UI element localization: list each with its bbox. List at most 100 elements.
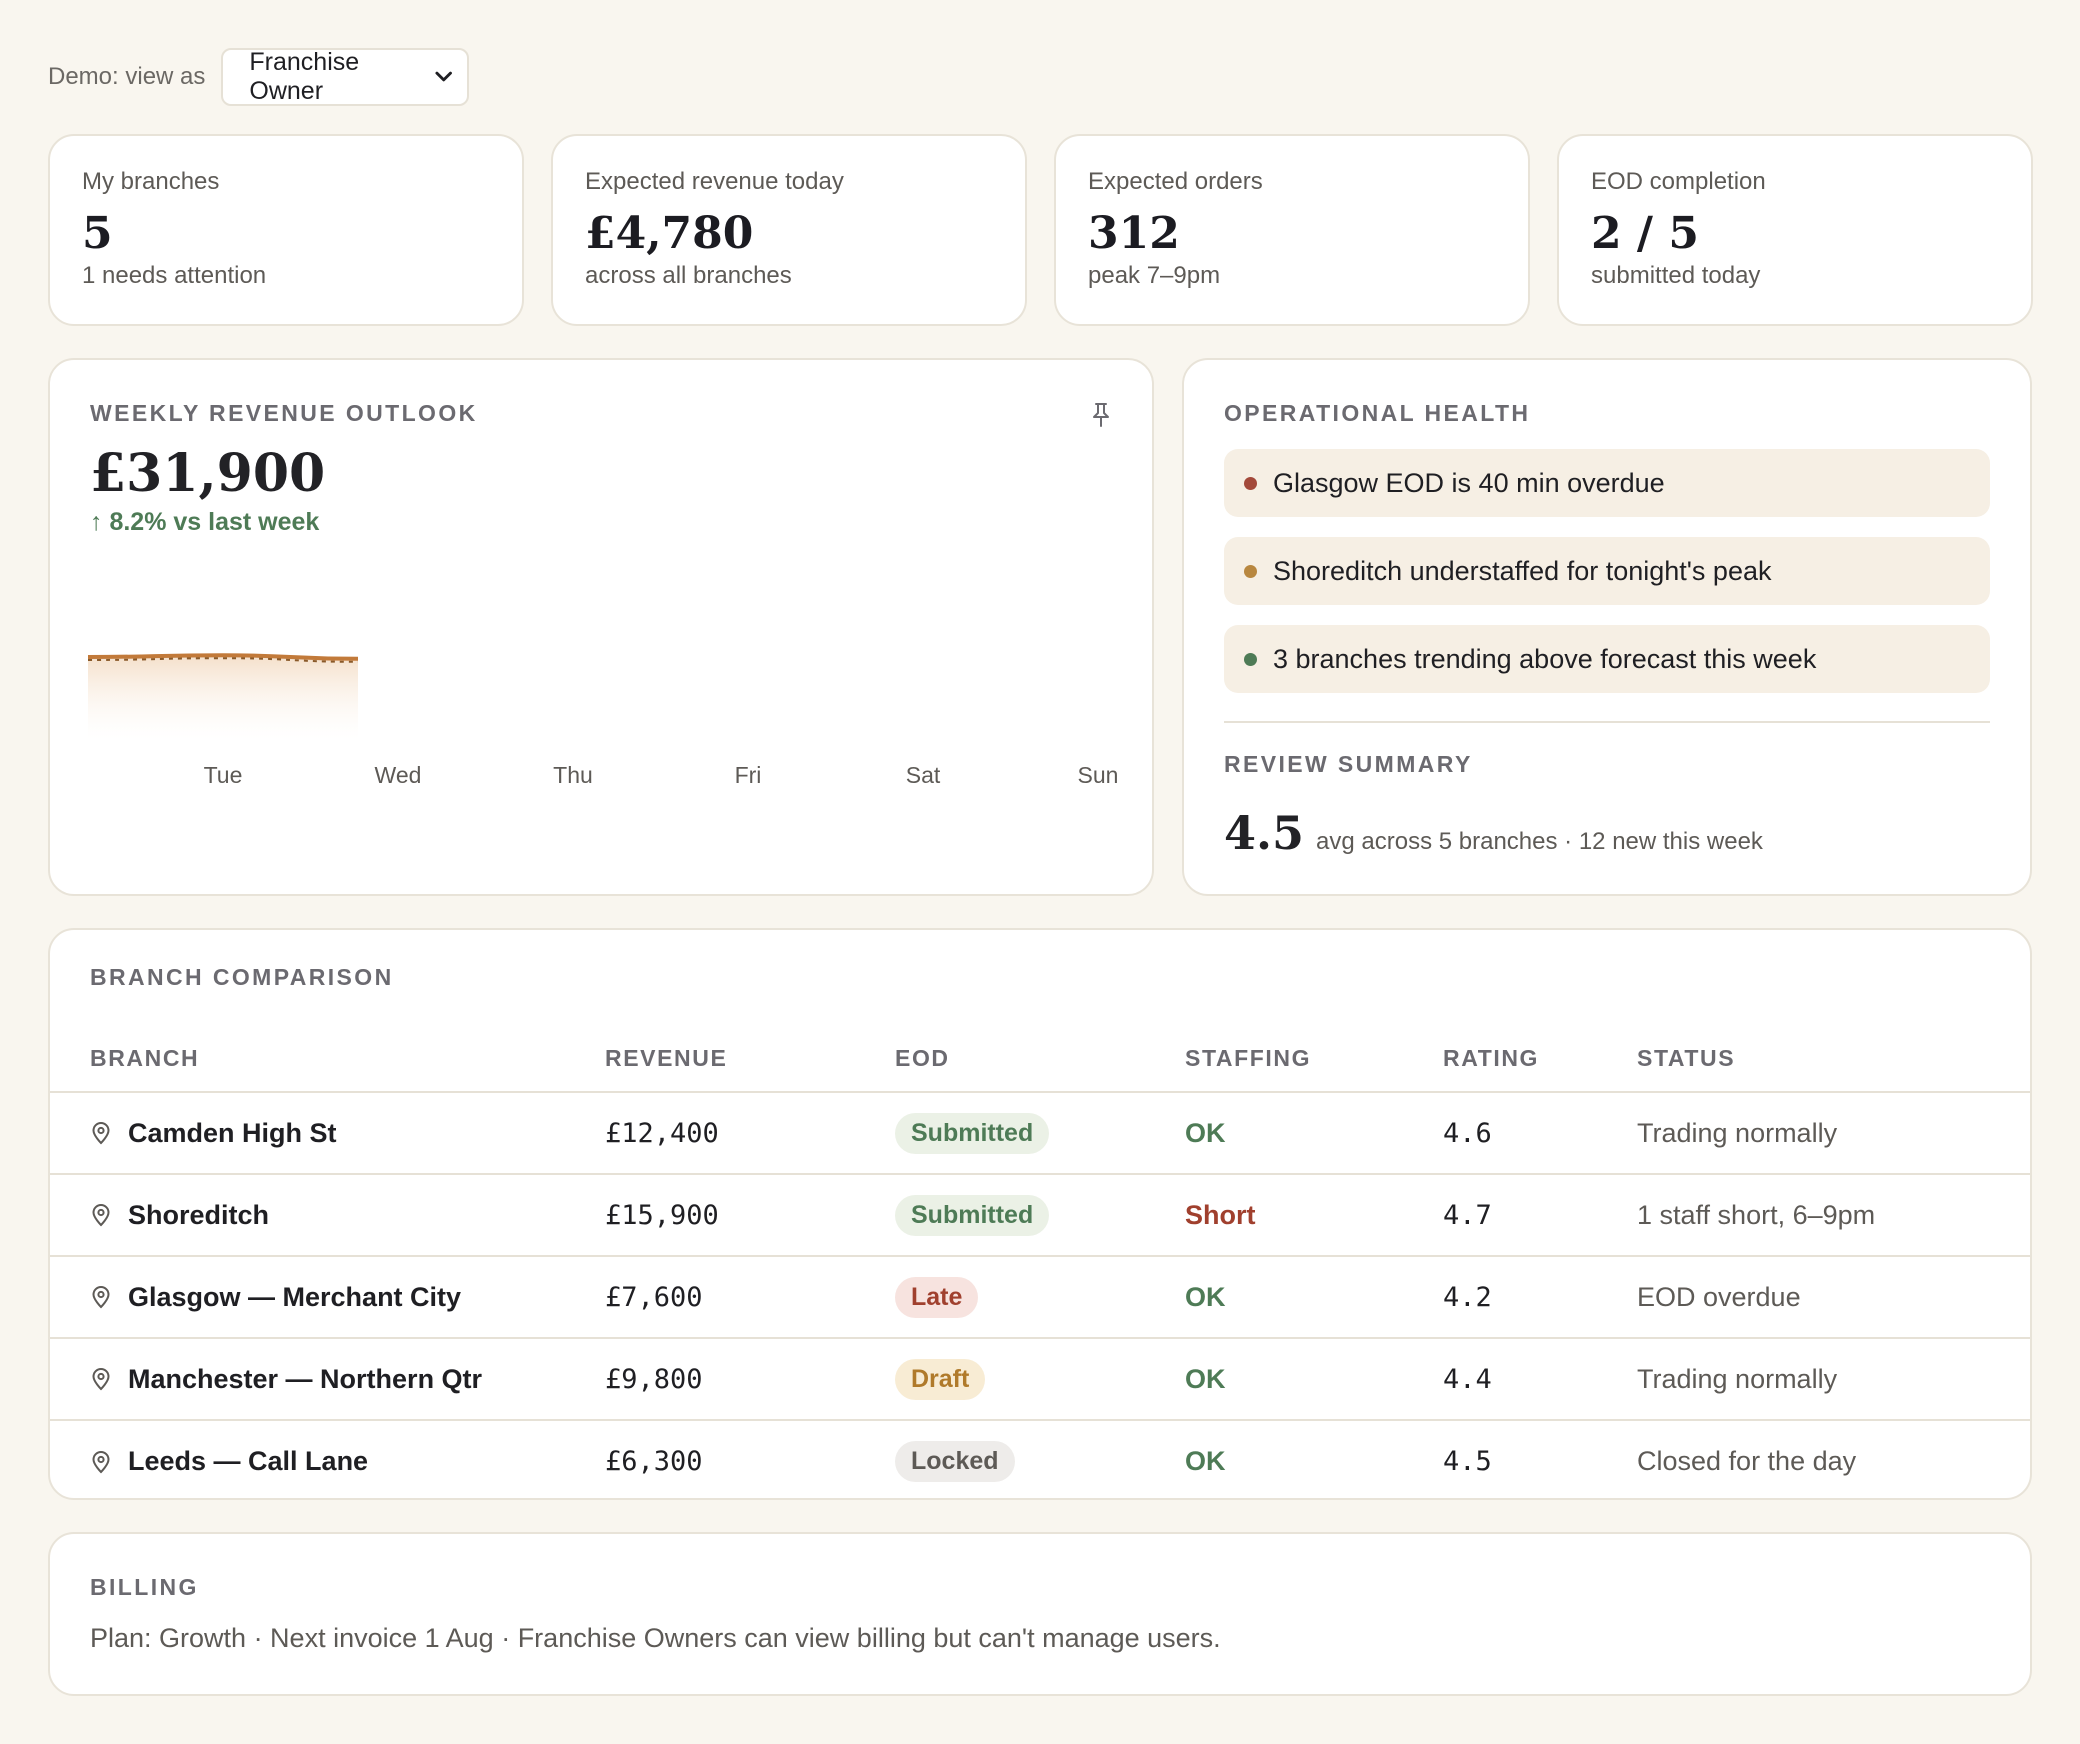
status-cell: EOD overdue — [1637, 1256, 2030, 1339]
kpi-card-branches: My branches 5 1 needs attention — [48, 134, 524, 326]
kpi-sub: across all branches — [585, 262, 792, 290]
health-alert-text: 3 branches trending above forecast this … — [1273, 643, 1817, 674]
location-pin-icon — [92, 1450, 110, 1473]
revenue-area — [88, 655, 358, 740]
table-row[interactable]: Glasgow — Merchant City £7,600 Late OK 4.2 EO… — [50, 1256, 2030, 1339]
kpi-label: My branches — [82, 168, 220, 195]
branch-name[interactable]: Manchester — Northern Qtr — [128, 1363, 483, 1394]
billing-card: BILLING Plan: Growth · Next invoice 1 Au… — [48, 1532, 2032, 1696]
health-alert-item[interactable]: Glasgow EOD is 40 min overdue — [1224, 449, 1990, 517]
health-alert-item[interactable]: 3 branches trending above forecast this … — [1224, 625, 1990, 693]
revenue-line — [88, 653, 359, 661]
location-pin-icon — [92, 1204, 110, 1227]
branch-comparison-title: BRANCH COMPARISON — [90, 964, 394, 990]
staffing-cell: Short — [1185, 1174, 1443, 1257]
staffing-cell: OK — [1185, 1256, 1443, 1339]
weekly-revenue-card: WEEKLY REVENUE OUTLOOK £31,900 ↑ 8.2% vs… — [48, 358, 1154, 896]
table-row[interactable]: Shoreditch £15,900 Submitted Short 4.7 1 staf… — [50, 1174, 2030, 1257]
status-cell: 1 staff short, 6–9pm — [1637, 1174, 2030, 1257]
kpi-sub: peak 7–9pm — [1088, 262, 1221, 290]
branch-cell: Camden High St — [50, 1092, 605, 1175]
forecast-line — [88, 657, 359, 663]
kpi-sub: submitted today — [1591, 262, 1761, 290]
kpi-sub: 1 needs attention — [82, 262, 267, 290]
revenue-cell: £6,300 — [605, 1446, 703, 1477]
operational-health-title: OPERATIONAL HEALTH — [1224, 400, 1531, 426]
branch-name[interactable]: Leeds — Call Lane — [128, 1446, 369, 1476]
health-alert-item[interactable]: Shoreditch understaffed for tonight's pe… — [1224, 537, 1990, 605]
review-summary: 4.5 avg across 5 branches · 12 new this … — [1224, 806, 1990, 860]
column-header-branch[interactable]: BRANCH — [50, 1010, 605, 1093]
table-header-row: BRANCH REVENUE EOD STAFFING RATING STATU… — [50, 1010, 2030, 1093]
revenue-cell: £9,800 — [605, 1338, 895, 1421]
weekly-revenue-title: WEEKLY REVENUE OUTLOOK — [90, 400, 478, 426]
column-header-rating[interactable]: RATING — [1443, 1010, 1637, 1093]
eod-cell: Locked — [895, 1420, 1185, 1502]
column-header-status[interactable]: STATUS — [1637, 1010, 2030, 1093]
staffing-value: OK — [1185, 1117, 1226, 1148]
branch-cell: Leeds — Call Lane — [50, 1420, 605, 1502]
eod-cell: Draft — [895, 1338, 1185, 1421]
kpi-label: Expected orders — [1088, 168, 1263, 195]
status-cell: Closed for the day — [1637, 1446, 1857, 1476]
location-pin-icon — [92, 1286, 110, 1309]
kpi-value: 312 — [1088, 208, 1180, 259]
revenue-cell: £15,900 — [605, 1174, 895, 1257]
weekly-revenue-delta: ↑ 8.2% vs last week — [90, 508, 320, 537]
table-row[interactable]: Leeds — Call Lane £6,300 Locked OK 4.5 Closed… — [50, 1420, 2030, 1502]
rating-cell: 4.7 — [1443, 1174, 1637, 1257]
kpi-card-revenue: Expected revenue today £4,780 across all… — [551, 134, 1027, 326]
billing-title: BILLING — [90, 1574, 199, 1600]
review-summary-text: avg across 5 branches · 12 new this week — [1316, 828, 1763, 855]
operational-health-card: OPERATIONAL HEALTH Glasgow EOD is 40 min… — [1182, 358, 2032, 896]
column-header-revenue[interactable]: REVENUE — [605, 1010, 895, 1093]
branch-name[interactable]: Camden High St — [128, 1117, 337, 1148]
review-score: 4.5 — [1224, 806, 1305, 860]
branch-name[interactable]: Shoreditch — [128, 1199, 270, 1230]
eod-badge: Submitted — [895, 1112, 1050, 1154]
kpi-card-eod: EOD completion 2 / 5 submitted today — [1557, 134, 2033, 326]
x-tick-label: Thu — [553, 762, 593, 788]
rating-cell: 4.5 — [1443, 1446, 1492, 1477]
x-tick-label: Sat — [906, 762, 941, 788]
table-row[interactable]: Manchester — Northern Qtr £9,800 Draft OK 4.… — [50, 1338, 2030, 1421]
x-tick-label: Tue — [204, 762, 243, 788]
health-alert-text: Shoreditch understaffed for tonight's pe… — [1273, 555, 1772, 586]
kpi-label: EOD completion — [1591, 168, 1766, 195]
eod-cell: Submitted — [895, 1092, 1185, 1175]
x-tick-label: Wed — [375, 762, 422, 788]
staffing-value: OK — [1185, 1281, 1226, 1312]
staffing-value: Short — [1185, 1199, 1256, 1230]
pin-icon[interactable] — [1090, 402, 1112, 428]
branch-comparison-card: BRANCH COMPARISON BRANCH REVENUE EOD STA… — [48, 928, 2032, 1500]
kpi-value: £4,780 — [585, 208, 754, 259]
location-pin-icon — [92, 1368, 110, 1391]
revenue-cell: £7,600 — [605, 1256, 895, 1339]
location-pin-icon — [92, 1122, 110, 1145]
eod-cell: Submitted — [895, 1174, 1185, 1257]
divider — [1224, 721, 1990, 723]
kpi-value: 2 / 5 — [1591, 208, 1699, 259]
rating-cell: 4.4 — [1443, 1338, 1637, 1421]
view-as-value: Franchise Owner — [249, 48, 360, 105]
eod-badge: Draft — [895, 1358, 986, 1400]
kpi-card-orders: Expected orders 312 peak 7–9pm — [1054, 134, 1530, 326]
branch-name[interactable]: Glasgow — Merchant City — [128, 1281, 462, 1312]
status-dot-icon — [1244, 652, 1257, 666]
revenue-cell: £12,400 — [605, 1092, 895, 1175]
branch-cell: Manchester — Northern Qtr — [50, 1338, 605, 1421]
staffing-value: OK — [1185, 1446, 1226, 1476]
staffing-cell: OK — [1185, 1420, 1443, 1502]
view-as-label: Demo: view as — [48, 63, 206, 90]
eod-badge: Late — [895, 1276, 979, 1318]
rating-cell: 4.2 — [1443, 1256, 1637, 1339]
view-as-select[interactable]: Franchise Owner — [221, 48, 470, 106]
column-header-staffing[interactable]: STAFFING — [1185, 1010, 1443, 1093]
column-header-eod[interactable]: EOD — [895, 1010, 1185, 1093]
status-dot-icon — [1244, 476, 1257, 490]
staffing-value: OK — [1185, 1363, 1226, 1394]
view-as-bar: Demo: view as Franchise Owner — [48, 48, 470, 106]
x-tick-label: Sun — [1078, 762, 1119, 788]
table-row[interactable]: Camden High St £12,400 Submitted OK 4.6 Tradi… — [50, 1092, 2030, 1175]
weekly-revenue-chart: Tue Wed Thu Fri Sat Sun — [88, 653, 1119, 788]
